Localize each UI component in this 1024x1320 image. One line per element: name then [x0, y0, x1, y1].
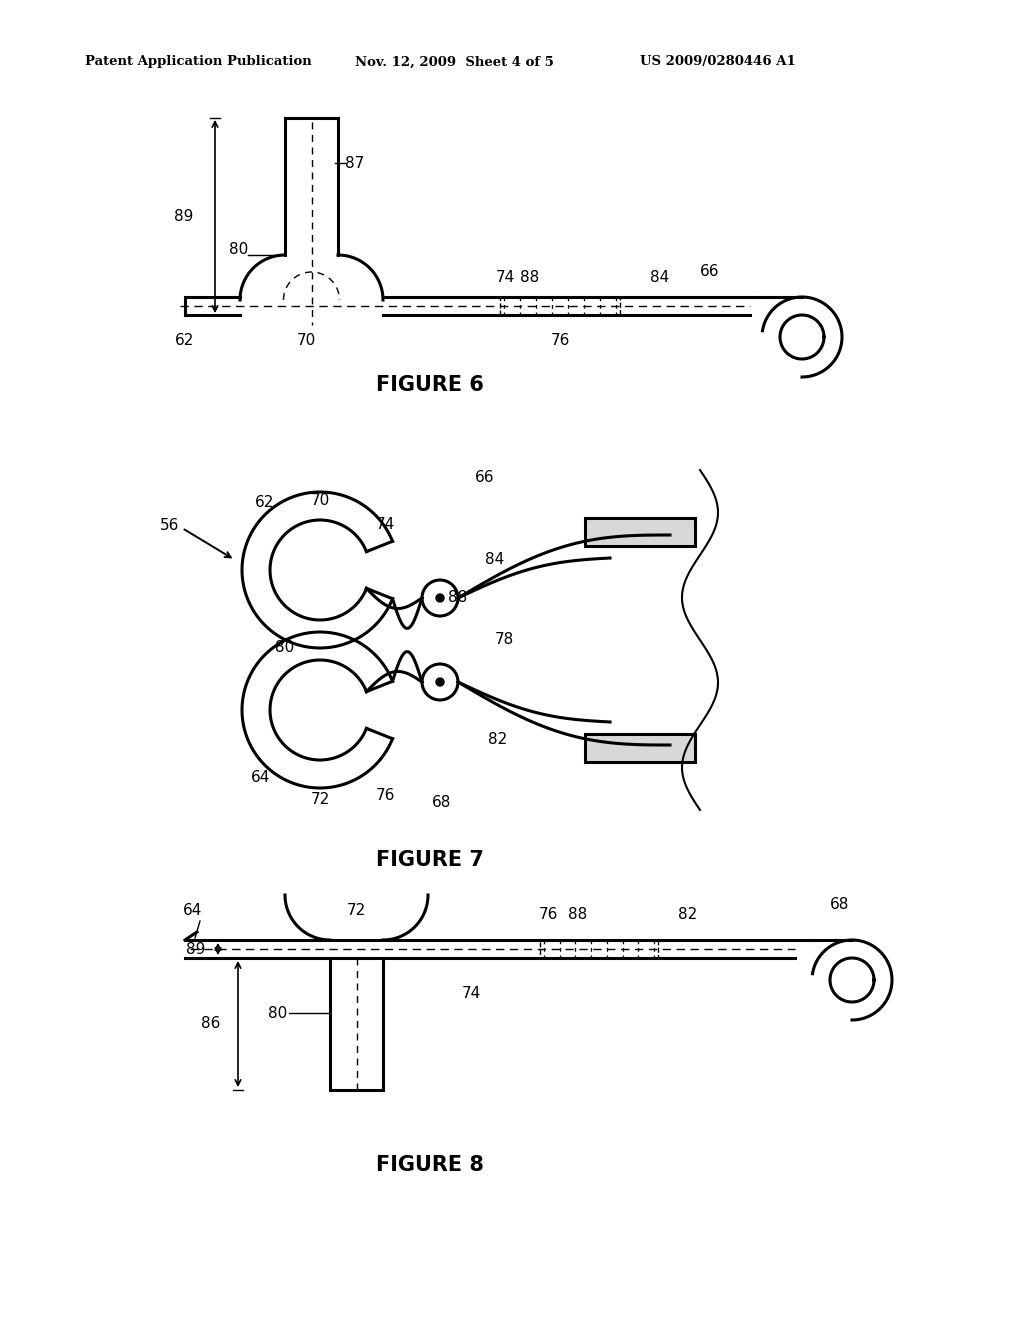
Text: 89: 89: [185, 941, 205, 957]
Text: FIGURE 7: FIGURE 7: [376, 850, 484, 870]
Text: 76: 76: [376, 788, 394, 803]
Text: 72: 72: [347, 903, 367, 917]
Circle shape: [436, 678, 444, 686]
Text: 88: 88: [568, 907, 588, 921]
Text: 84: 84: [650, 271, 670, 285]
Text: 74: 74: [496, 271, 515, 285]
Text: 80: 80: [267, 1006, 287, 1020]
Text: 70: 70: [310, 492, 330, 508]
Text: 82: 82: [678, 907, 697, 921]
Text: 68: 68: [830, 898, 849, 912]
Bar: [585, 517, 695, 546]
Bar: [540, 940, 658, 958]
Text: 82: 82: [488, 733, 507, 747]
Text: FIGURE 8: FIGURE 8: [376, 1155, 484, 1175]
Text: 78: 78: [495, 632, 514, 648]
Text: 89: 89: [174, 209, 193, 224]
Text: 70: 70: [297, 333, 316, 348]
Bar: [500, 297, 620, 315]
Text: 68: 68: [432, 795, 452, 810]
Text: 76: 76: [539, 907, 558, 921]
Text: Patent Application Publication: Patent Application Publication: [85, 55, 311, 69]
Bar: [585, 734, 695, 762]
Text: 74: 74: [462, 986, 481, 1001]
Text: 74: 74: [376, 517, 394, 532]
Text: 80: 80: [228, 243, 248, 257]
Text: US 2009/0280446 A1: US 2009/0280446 A1: [640, 55, 796, 69]
Text: 88: 88: [520, 271, 540, 285]
Text: 64: 64: [183, 903, 203, 917]
Text: 62: 62: [255, 495, 274, 510]
Text: 88: 88: [449, 590, 467, 606]
Text: 80: 80: [275, 640, 295, 656]
Text: FIGURE 6: FIGURE 6: [376, 375, 484, 395]
Text: 66: 66: [475, 470, 495, 484]
Text: 56: 56: [160, 517, 179, 532]
Text: 64: 64: [251, 771, 270, 785]
Text: 86: 86: [201, 1016, 220, 1031]
Text: Nov. 12, 2009  Sheet 4 of 5: Nov. 12, 2009 Sheet 4 of 5: [355, 55, 554, 69]
Text: 76: 76: [550, 333, 569, 348]
Text: 62: 62: [175, 333, 195, 348]
Text: 87: 87: [345, 156, 365, 170]
Text: 72: 72: [310, 792, 330, 807]
Circle shape: [436, 594, 444, 602]
Text: 84: 84: [485, 553, 504, 568]
Text: 66: 66: [700, 264, 720, 279]
